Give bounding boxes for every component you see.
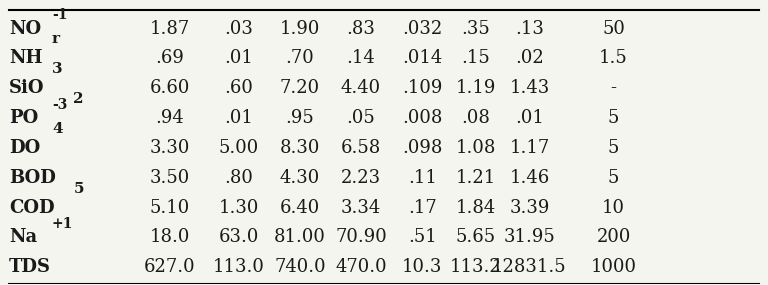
Text: PO: PO	[9, 109, 38, 127]
Text: 1.08: 1.08	[455, 139, 496, 157]
Text: 1.46: 1.46	[509, 169, 550, 187]
Text: .008: .008	[402, 109, 442, 127]
Text: SiO: SiO	[9, 79, 45, 97]
Text: 3.34: 3.34	[341, 199, 381, 217]
Text: 5: 5	[608, 139, 619, 157]
Text: 1.19: 1.19	[455, 79, 496, 97]
Text: 3: 3	[52, 62, 62, 76]
Text: 10.3: 10.3	[402, 258, 442, 276]
Text: 4.40: 4.40	[341, 79, 381, 97]
Text: 2.23: 2.23	[341, 169, 381, 187]
Text: 1.17: 1.17	[509, 139, 550, 157]
Text: .08: .08	[462, 109, 490, 127]
Text: .01: .01	[515, 109, 544, 127]
Text: 1.43: 1.43	[509, 79, 550, 97]
Text: .95: .95	[286, 109, 314, 127]
Text: 81.00: 81.00	[274, 229, 326, 247]
Text: COD: COD	[9, 199, 55, 217]
Text: 50: 50	[602, 20, 625, 38]
Text: .60: .60	[224, 79, 253, 97]
Text: .11: .11	[408, 169, 437, 187]
Text: .83: .83	[346, 20, 376, 38]
Text: 7.20: 7.20	[280, 79, 320, 97]
Text: .098: .098	[402, 139, 442, 157]
Text: 5.10: 5.10	[150, 199, 190, 217]
Text: -3: -3	[52, 97, 68, 111]
Text: .15: .15	[462, 49, 490, 67]
Text: -: -	[611, 79, 617, 97]
Text: 1.90: 1.90	[280, 20, 320, 38]
Text: 6.40: 6.40	[280, 199, 320, 217]
Text: 12831.5: 12831.5	[492, 258, 567, 276]
Text: 200: 200	[597, 229, 631, 247]
Text: 1.21: 1.21	[455, 169, 496, 187]
Text: 1.30: 1.30	[218, 199, 259, 217]
Text: 5.65: 5.65	[455, 229, 496, 247]
Text: -1: -1	[52, 8, 68, 22]
Text: 627.0: 627.0	[144, 258, 196, 276]
Text: 5: 5	[608, 109, 619, 127]
Text: 8.30: 8.30	[280, 139, 320, 157]
Text: .02: .02	[515, 49, 544, 67]
Text: .17: .17	[408, 199, 437, 217]
Text: 3.30: 3.30	[150, 139, 190, 157]
Text: .14: .14	[346, 49, 376, 67]
Text: .014: .014	[402, 49, 442, 67]
Text: 70.90: 70.90	[335, 229, 387, 247]
Text: 31.95: 31.95	[504, 229, 555, 247]
Text: DO: DO	[9, 139, 40, 157]
Text: 10: 10	[602, 199, 625, 217]
Text: 113.2: 113.2	[450, 258, 502, 276]
Text: .032: .032	[402, 20, 442, 38]
Text: .13: .13	[515, 20, 544, 38]
Text: .69: .69	[155, 49, 184, 67]
Text: 113.0: 113.0	[213, 258, 264, 276]
Text: .01: .01	[224, 109, 253, 127]
Text: NO: NO	[9, 20, 41, 38]
Text: 6.60: 6.60	[150, 79, 190, 97]
Text: 4: 4	[52, 122, 62, 136]
Text: 3.39: 3.39	[509, 199, 550, 217]
Text: 5.00: 5.00	[218, 139, 259, 157]
Text: 740.0: 740.0	[274, 258, 326, 276]
Text: 2: 2	[73, 92, 84, 106]
Text: 5: 5	[608, 169, 619, 187]
Text: TDS: TDS	[9, 258, 51, 276]
Text: .01: .01	[224, 49, 253, 67]
Text: .03: .03	[224, 20, 253, 38]
Text: .51: .51	[408, 229, 437, 247]
Text: BOD: BOD	[9, 169, 56, 187]
Text: .70: .70	[286, 49, 314, 67]
Text: 1.87: 1.87	[150, 20, 190, 38]
Text: 3.50: 3.50	[150, 169, 190, 187]
Text: r: r	[52, 32, 60, 46]
Text: 5: 5	[73, 182, 84, 196]
Text: 63.0: 63.0	[218, 229, 259, 247]
Text: 18.0: 18.0	[150, 229, 190, 247]
Text: .109: .109	[402, 79, 442, 97]
Text: .35: .35	[462, 20, 490, 38]
Text: 1.5: 1.5	[599, 49, 628, 67]
Text: +1: +1	[52, 217, 73, 231]
Text: .05: .05	[346, 109, 376, 127]
Text: 4.30: 4.30	[280, 169, 320, 187]
Text: .94: .94	[155, 109, 184, 127]
Text: .80: .80	[224, 169, 253, 187]
Text: 1.84: 1.84	[455, 199, 496, 217]
Text: NH: NH	[9, 49, 42, 67]
Text: 1000: 1000	[591, 258, 637, 276]
Text: Na: Na	[9, 229, 37, 247]
Text: 6.58: 6.58	[341, 139, 381, 157]
Text: 470.0: 470.0	[335, 258, 387, 276]
